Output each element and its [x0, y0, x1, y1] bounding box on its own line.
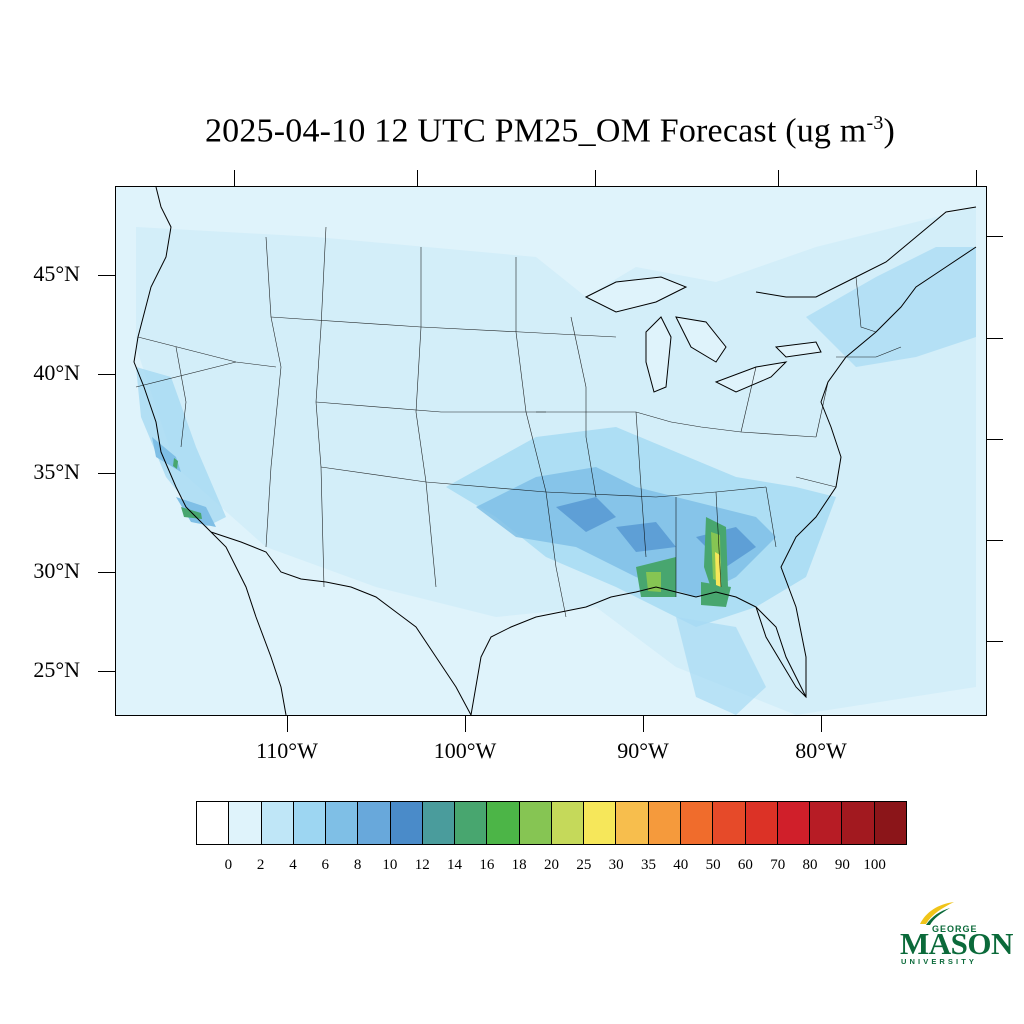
lon-tick-top: [234, 170, 235, 186]
color-legend-swatch: [390, 802, 423, 844]
color-legend-tick-label: 70: [770, 857, 786, 873]
color-legend-tick-label: 30: [608, 857, 624, 873]
lat-tick-right: [987, 540, 1003, 541]
lon-tick-bottom: [643, 716, 644, 732]
logo-george-text: GEORGE: [932, 924, 978, 934]
color-legend-swatch: [713, 802, 746, 844]
color-legend-swatch: [197, 802, 230, 844]
color-legend-swatch: [777, 802, 811, 844]
lat-tick-right: [987, 338, 1003, 339]
color-legend-swatch: [326, 802, 359, 844]
color-legend-swatch: [680, 802, 714, 844]
color-legend-swatch: [810, 802, 843, 844]
forecast-map: [133, 186, 977, 716]
lon-tick-bottom: [465, 716, 466, 732]
lat-tick-left: [98, 473, 115, 474]
color-legend-swatch: [422, 802, 456, 844]
lat-tick-right: [987, 236, 1003, 237]
lon-tick-bottom: [821, 716, 822, 732]
lon-label-80w: 80°W: [795, 738, 847, 763]
lon-tick-top: [778, 170, 779, 186]
color-legend-tick-label: 20: [544, 857, 559, 873]
color-legend-swatch: [261, 802, 294, 844]
color-legend-tick-label: 14: [447, 857, 463, 873]
color-legend-swatch: [293, 802, 327, 844]
lon-label-110w: 110°W: [256, 738, 318, 763]
color-legend-swatch: [455, 802, 488, 844]
color-legend-swatch: [874, 802, 906, 844]
lat-tick-left: [98, 671, 115, 672]
lat-tick-right: [987, 439, 1003, 440]
lat-tick-left: [98, 275, 115, 276]
coastlines: [133, 186, 977, 716]
color-legend-tick-label: 25: [576, 857, 592, 873]
color-legend-swatch: [584, 802, 617, 844]
color-legend-tick-label: 12: [414, 857, 430, 873]
color-legend-bar: [196, 801, 907, 845]
color-legend-tick-label: 2: [256, 857, 265, 873]
color-legend-tick-label: 100: [863, 857, 886, 873]
lon-tick-top: [595, 170, 596, 186]
lat-tick-left: [98, 374, 115, 375]
color-legend-swatch: [358, 802, 391, 844]
color-legend-swatch: [616, 802, 649, 844]
lon-tick-top: [417, 170, 418, 186]
color-legend-tick-label: 18: [511, 857, 527, 873]
map-title-close: ): [883, 112, 896, 150]
lat-label-40: 40°N: [33, 360, 80, 385]
lon-tick-bottom: [287, 716, 288, 732]
map-title-text: 2025-04-10 12 UTC PM25_OM Forecast (ug m: [204, 112, 867, 150]
color-legend-tick-label: 80: [802, 857, 818, 873]
logo-university-text: UNIVERSITY: [901, 957, 978, 966]
lat-tick-right: [987, 641, 1003, 642]
lat-label-25: 25°N: [33, 657, 80, 682]
state-boundaries: [135, 226, 902, 618]
color-legend-swatch: [551, 802, 585, 844]
color-legend-tick-label: 6: [321, 857, 330, 873]
lon-tick-top: [976, 170, 977, 186]
color-legend-tick-label: 40: [673, 857, 689, 873]
concentration-field: [136, 207, 976, 715]
color-legend-swatch: [229, 802, 262, 844]
color-legend-tick-label: 0: [224, 857, 233, 873]
color-legend-tick-label: 60: [737, 857, 753, 873]
color-legend-swatch: [842, 802, 875, 844]
color-legend-swatch: [519, 802, 552, 844]
color-legend-tick-label: 8: [353, 857, 362, 873]
logo-swoosh-icon: [920, 902, 954, 925]
color-legend-swatch: [745, 802, 778, 844]
great-lakes: [584, 276, 822, 393]
lon-label-100w: 100°W: [433, 738, 497, 763]
logo-mason-text: MASON: [900, 926, 1013, 961]
lat-tick-left: [98, 572, 115, 573]
george-mason-logo: GEORGE MASON UNIVERSITY: [896, 900, 1013, 970]
lat-label-45: 45°N: [33, 261, 80, 286]
color-legend-tick-label: 50: [705, 857, 721, 873]
color-legend-tick-label: 4: [289, 857, 297, 873]
florida-coast: [755, 606, 807, 698]
color-legend-tick-label: 10: [382, 857, 398, 873]
color-legend-swatch: [648, 802, 681, 844]
lon-label-90w: 90°W: [617, 738, 669, 763]
map-title: 2025-04-10 12 UTC PM25_OM Forecast (ug m…: [0, 112, 1024, 150]
color-legend-tick-label: 90: [834, 857, 850, 873]
color-legend-tick-label: 16: [479, 857, 495, 873]
color-legend-tick-label: 35: [640, 857, 656, 873]
color-legend-labels: 0 2 4 6 8 10 12 14 16 18 20 25 30 35 40 50 60 70 80 90 100: [0, 857, 1024, 879]
map-panel: [115, 186, 987, 716]
lat-label-30: 30°N: [33, 558, 80, 583]
map-title-exponent: -3: [866, 112, 884, 134]
color-legend-swatch: [487, 802, 520, 844]
lat-label-35: 35°N: [33, 459, 80, 484]
